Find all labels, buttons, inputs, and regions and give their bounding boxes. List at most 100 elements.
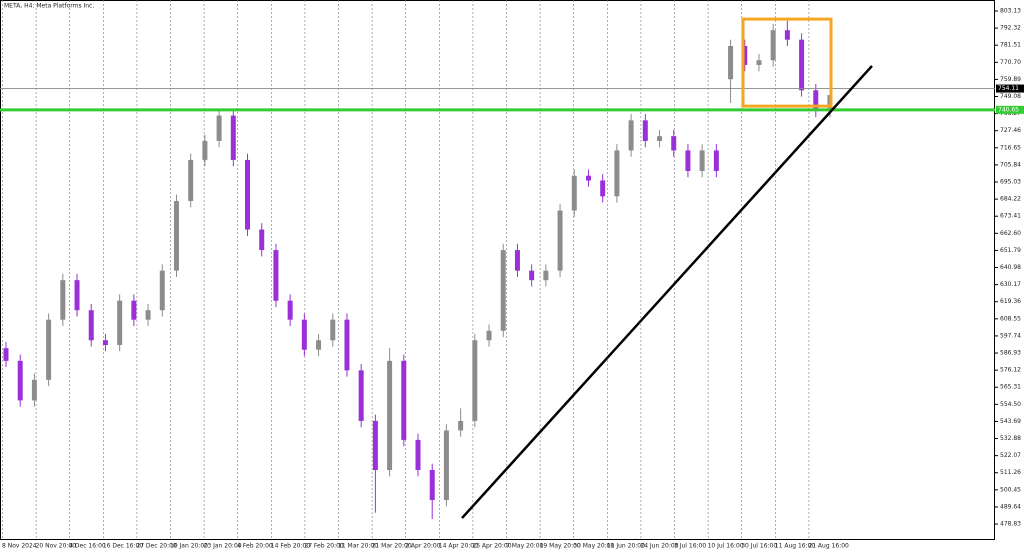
x-tick-label: 27 Dec 20:00 [136, 543, 177, 550]
candle-body [159, 270, 165, 311]
x-tick-label: 10 Jul 16:00 [708, 543, 744, 550]
candle-body [46, 319, 52, 380]
candle-body [713, 150, 719, 171]
candle-body [784, 30, 790, 40]
y-tick-label: 630.17 [1000, 281, 1021, 288]
x-tick-label: 8 Nov 2024 [2, 543, 37, 550]
y-tick-label: 673.41 [1000, 213, 1021, 220]
current-price-label: 754.11 [998, 85, 1019, 92]
candle-body [3, 348, 9, 361]
candle-body [131, 300, 137, 320]
x-tick-label: 20 Nov 20:00 [36, 543, 77, 550]
candle-body [486, 330, 492, 341]
candle-body [799, 39, 805, 91]
x-tick-label: 4 Dec 16:00 [69, 543, 106, 550]
candle-body [458, 420, 464, 431]
y-tick-label: 727.46 [1000, 127, 1021, 134]
candle-body [245, 159, 251, 230]
candle-body [756, 60, 762, 65]
candle-body [529, 270, 535, 281]
candle-body [585, 175, 591, 181]
candle-body [571, 175, 577, 211]
x-tick-label: 21 Aug 16:00 [808, 543, 849, 550]
candle-body [31, 379, 37, 401]
candle-body [301, 319, 307, 350]
x-tick-label: 11 Mar 20:00 [338, 543, 378, 550]
candle-body [742, 46, 748, 65]
y-tick-label: 565.31 [1000, 384, 1021, 391]
candle-body [628, 120, 634, 151]
candle-body [330, 319, 336, 341]
x-tick-label: 11 Aug 16:00 [775, 543, 816, 550]
x-tick-label: 19 May 20:00 [540, 543, 581, 550]
x-tick-label: 30 Jul 16:00 [741, 543, 777, 550]
candle-body [514, 250, 520, 271]
y-tick-label: 803.13 [1000, 7, 1021, 14]
x-tick-label: 16 Dec 16:00 [103, 543, 144, 550]
candle-body [88, 310, 94, 341]
candle-body [387, 360, 393, 470]
candle-body [173, 201, 179, 271]
trendline [461, 65, 873, 519]
x-tick-label: 7 May 20:00 [506, 543, 544, 550]
candle-body [642, 120, 648, 141]
candle-body [472, 340, 478, 421]
y-tick-label: 619.36 [1000, 298, 1021, 305]
x-tick-label: 11 Jun 20:00 [607, 543, 645, 550]
candle-body [429, 469, 435, 501]
candle-body [600, 180, 606, 197]
y-tick-label: 749.08 [1000, 93, 1021, 100]
candle-body [230, 115, 236, 160]
y-tick-label: 532.88 [1000, 435, 1021, 442]
candle-body [770, 30, 776, 61]
highlight-box [741, 17, 833, 108]
candle-body [216, 115, 222, 141]
candle-body [358, 370, 364, 421]
y-tick-label: 554.50 [1000, 401, 1021, 408]
level-box [996, 105, 1024, 114]
candle-body [117, 300, 123, 346]
candle-body [287, 300, 293, 320]
x-tick-label: 27 Feb 20:00 [304, 543, 344, 550]
y-tick-label: 608.55 [1000, 315, 1021, 322]
y-tick-label: 716.65 [1000, 144, 1021, 151]
y-tick-label: 695.03 [1000, 179, 1021, 186]
candle-body [102, 340, 108, 346]
y-tick-label: 543.69 [1000, 418, 1021, 425]
x-tick-label: 24 Jun 20:00 [640, 543, 678, 550]
candle-body [500, 250, 506, 331]
x-tick-label: 14 Feb 20:00 [271, 543, 311, 550]
y-tick-label: 684.22 [1000, 196, 1021, 203]
y-tick-label: 781.51 [1000, 42, 1021, 49]
y-tick-label: 651.79 [1000, 247, 1021, 254]
x-tick-label: 14 Apr 20:00 [439, 543, 478, 550]
y-tick-label: 597.74 [1000, 332, 1021, 339]
y-tick-label: 792.32 [1000, 25, 1021, 32]
x-tick-label: 23 Jan 20:00 [204, 543, 242, 550]
candle-body [685, 150, 691, 171]
y-tick-label: 586.93 [1000, 350, 1021, 357]
candle-body [614, 150, 620, 197]
x-tick-label: 21 Mar 20:00 [372, 543, 412, 550]
y-tick-label: 522.07 [1000, 452, 1021, 459]
y-tick-label: 500.45 [1000, 486, 1021, 493]
candle-body [401, 360, 407, 440]
candle-body [202, 140, 208, 160]
x-tick-label: 30 May 20:00 [573, 543, 614, 550]
candle-body [671, 136, 677, 151]
candle-body [657, 136, 663, 141]
candle-body [60, 280, 66, 320]
candle-body [443, 430, 449, 501]
plot-frame [0, 0, 995, 540]
candle-body [372, 420, 378, 470]
candle-body [259, 229, 265, 251]
y-tick-label: 770.70 [1000, 59, 1021, 66]
candle-body [557, 210, 563, 271]
y-tick-label: 662.60 [1000, 230, 1021, 237]
candle-body [273, 250, 279, 301]
candle-body [316, 340, 322, 350]
x-tick-label: 4 Feb 20:00 [237, 543, 273, 550]
